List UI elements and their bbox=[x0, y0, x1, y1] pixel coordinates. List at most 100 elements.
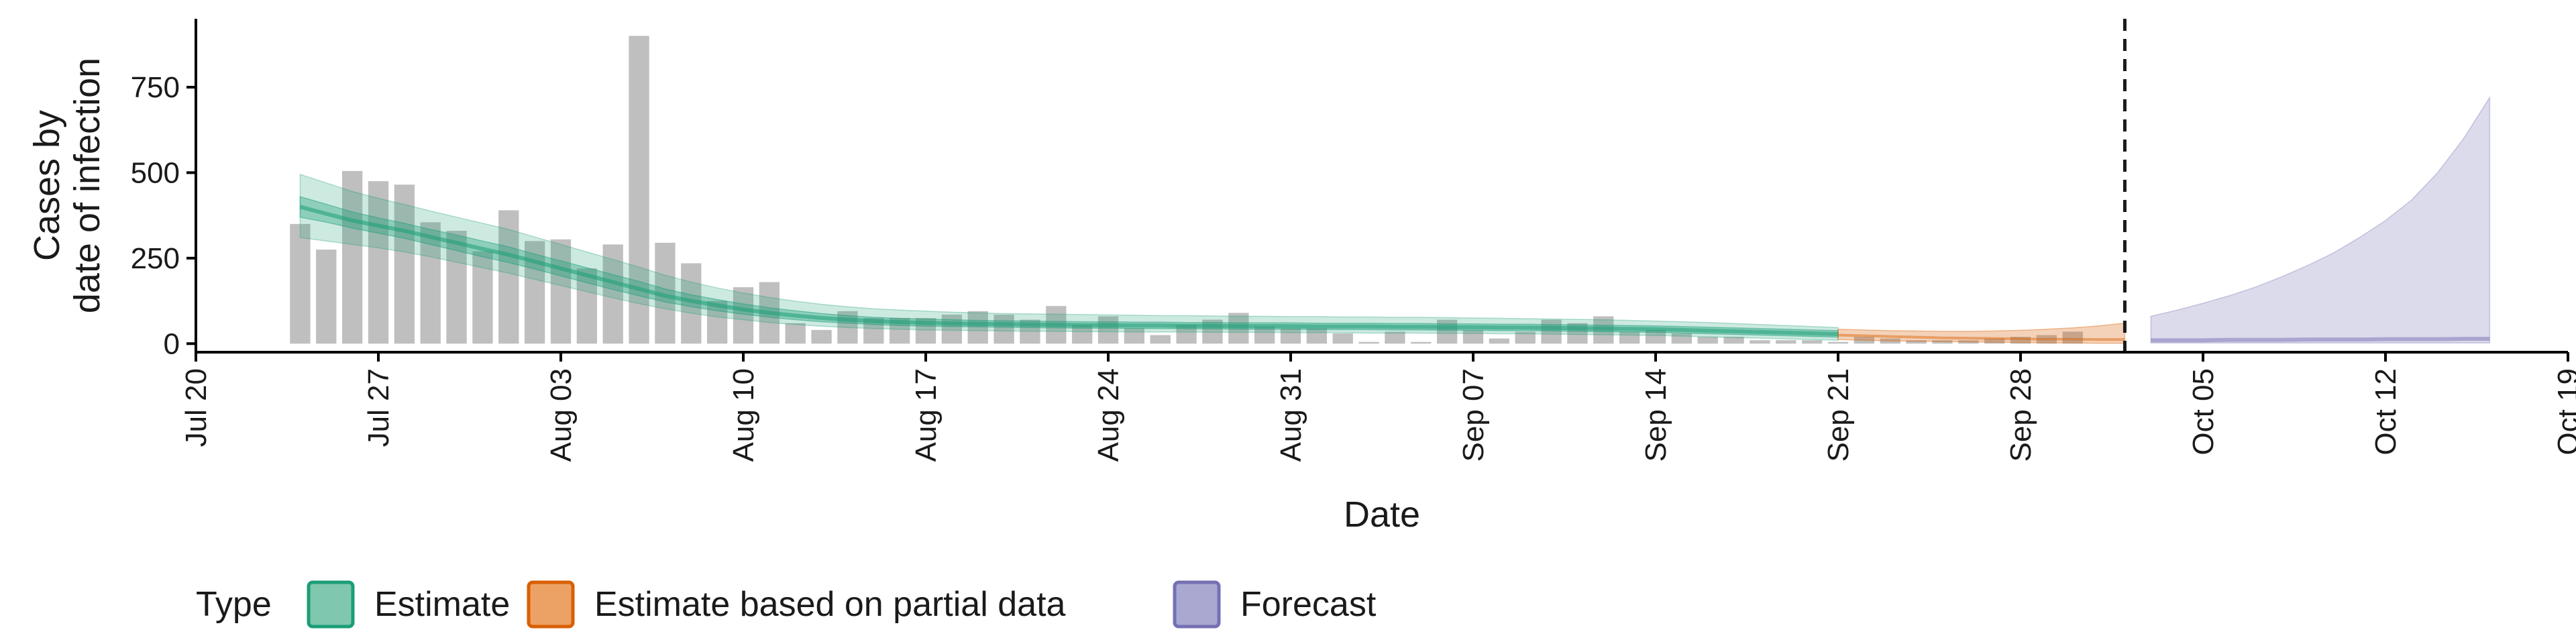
x-tick-label: Sep 07 bbox=[1457, 368, 1490, 462]
case-bar bbox=[1202, 319, 1223, 344]
axes: 0 250 500 750 Jul 20 Jul 27 Aug 03 Aug 10 Aug 1… bbox=[131, 19, 2576, 462]
legend-item: Estimate bbox=[307, 580, 510, 629]
case-bar bbox=[1385, 331, 1405, 344]
x-axis-title: Date bbox=[1344, 494, 1420, 535]
partial-estimate-median-line bbox=[1837, 333, 2125, 341]
legend-label: Estimate bbox=[374, 585, 510, 624]
case-bar bbox=[1619, 331, 1640, 344]
y-tick-label: 750 bbox=[131, 71, 180, 104]
case-bar bbox=[1097, 316, 1119, 344]
legend-swatch bbox=[1173, 580, 1221, 629]
x-tick-label: Sep 28 bbox=[2004, 368, 2037, 462]
case-bar bbox=[1462, 329, 1484, 344]
case-bar bbox=[1697, 337, 1718, 344]
legend-label: Estimate based on partial data bbox=[594, 585, 1066, 624]
case-bar bbox=[2010, 337, 2031, 344]
case-bar bbox=[550, 239, 572, 344]
case-bar bbox=[1645, 329, 1666, 344]
case-bar bbox=[341, 170, 363, 344]
x-tick-label: Oct 05 bbox=[2187, 368, 2220, 455]
legend-title: Type bbox=[196, 585, 272, 624]
x-tick-label: Jul 27 bbox=[362, 368, 395, 447]
case-bar bbox=[1176, 325, 1197, 344]
case-bar bbox=[1124, 328, 1145, 344]
estimate-inner-band bbox=[299, 196, 1839, 338]
x-tick-label: Sep 21 bbox=[1822, 368, 1855, 462]
y-tick-label: 0 bbox=[164, 327, 180, 360]
case-bar bbox=[1411, 341, 1432, 344]
x-tick-label: Jul 20 bbox=[180, 368, 213, 447]
case-bar bbox=[1254, 326, 1275, 344]
case-bar bbox=[472, 251, 493, 344]
y-tick-label: 250 bbox=[131, 242, 180, 275]
case-bar bbox=[1306, 328, 1328, 344]
case-bar bbox=[994, 314, 1014, 344]
legend-item: Forecast bbox=[1173, 580, 1377, 629]
case-bar bbox=[1984, 338, 2005, 344]
case-bar bbox=[1436, 319, 1458, 344]
x-tick-label: Aug 10 bbox=[727, 368, 760, 462]
case-bar bbox=[1671, 333, 1693, 344]
x-ticks: Jul 20 Jul 27 Aug 03 Aug 10 Aug 17 Aug 24 Aug … bbox=[180, 352, 2576, 462]
legend-swatch bbox=[527, 580, 575, 629]
case-bar bbox=[1854, 337, 1875, 344]
case-bar bbox=[941, 314, 963, 344]
case-bar bbox=[602, 244, 623, 344]
case-bar bbox=[1541, 319, 1562, 344]
case-bar bbox=[1071, 325, 1093, 344]
legend: Type Estimate Estimate based on partial d… bbox=[196, 580, 1377, 629]
case-bar bbox=[368, 181, 389, 344]
y-axis-title-line-1: Cases by bbox=[27, 110, 67, 261]
case-bar bbox=[498, 210, 519, 344]
legend-item: Estimate based on partial data bbox=[527, 580, 1066, 629]
case-bar bbox=[1515, 331, 1536, 344]
y-axis-title-line-2: date of infection bbox=[67, 58, 107, 313]
case-bar bbox=[1880, 338, 1900, 344]
y-ticks: 0 250 500 750 bbox=[131, 71, 196, 360]
case-bar bbox=[316, 250, 337, 344]
case-bar bbox=[1906, 340, 1927, 344]
x-tick-label: Oct 12 bbox=[2369, 368, 2402, 455]
case-bar bbox=[290, 223, 311, 344]
case-bar bbox=[1776, 340, 1796, 344]
case-bar bbox=[2062, 331, 2083, 344]
case-bar bbox=[967, 311, 988, 344]
case-bar bbox=[785, 323, 806, 344]
case-bar bbox=[1750, 340, 1770, 344]
case-bar bbox=[1958, 340, 1979, 344]
case-bar bbox=[1150, 335, 1171, 344]
legend-label: Forecast bbox=[1240, 585, 1377, 624]
legend-items: Estimate Estimate based on partial data Fo… bbox=[307, 580, 1377, 629]
case-bar bbox=[446, 231, 467, 344]
y-axis-title: Cases by date of infection bbox=[27, 58, 107, 313]
estimate-median-line bbox=[299, 205, 1839, 336]
estimate-bands bbox=[299, 95, 2491, 344]
case-bar bbox=[1489, 338, 1510, 344]
case-bar bbox=[1801, 340, 1823, 344]
forecast-band bbox=[2150, 95, 2491, 343]
case-bar bbox=[2036, 335, 2057, 344]
x-tick-label: Sep 14 bbox=[1640, 368, 1672, 462]
y-tick-label: 500 bbox=[131, 156, 180, 189]
x-tick-label: Aug 03 bbox=[545, 368, 578, 462]
case-bar bbox=[1332, 333, 1353, 344]
case-bar bbox=[811, 329, 832, 344]
x-tick-label: Aug 24 bbox=[1092, 368, 1125, 462]
case-bar bbox=[1228, 313, 1249, 344]
case-bar bbox=[576, 268, 598, 344]
case-bar bbox=[1358, 341, 1379, 344]
legend-swatch bbox=[307, 580, 355, 629]
case-bar bbox=[1827, 341, 1849, 344]
x-tick-label: Aug 17 bbox=[910, 368, 943, 462]
case-bar bbox=[420, 222, 441, 344]
case-bar bbox=[1280, 328, 1301, 344]
case-bar bbox=[733, 287, 754, 344]
case-bar bbox=[1932, 340, 1953, 344]
case-bar bbox=[837, 311, 858, 344]
case-bar bbox=[394, 184, 415, 344]
forecast-median-line bbox=[2151, 337, 2490, 343]
x-tick-label: Oct 19 bbox=[2552, 368, 2576, 455]
x-tick-label: Aug 31 bbox=[1275, 368, 1307, 462]
case-bar bbox=[1723, 337, 1744, 344]
